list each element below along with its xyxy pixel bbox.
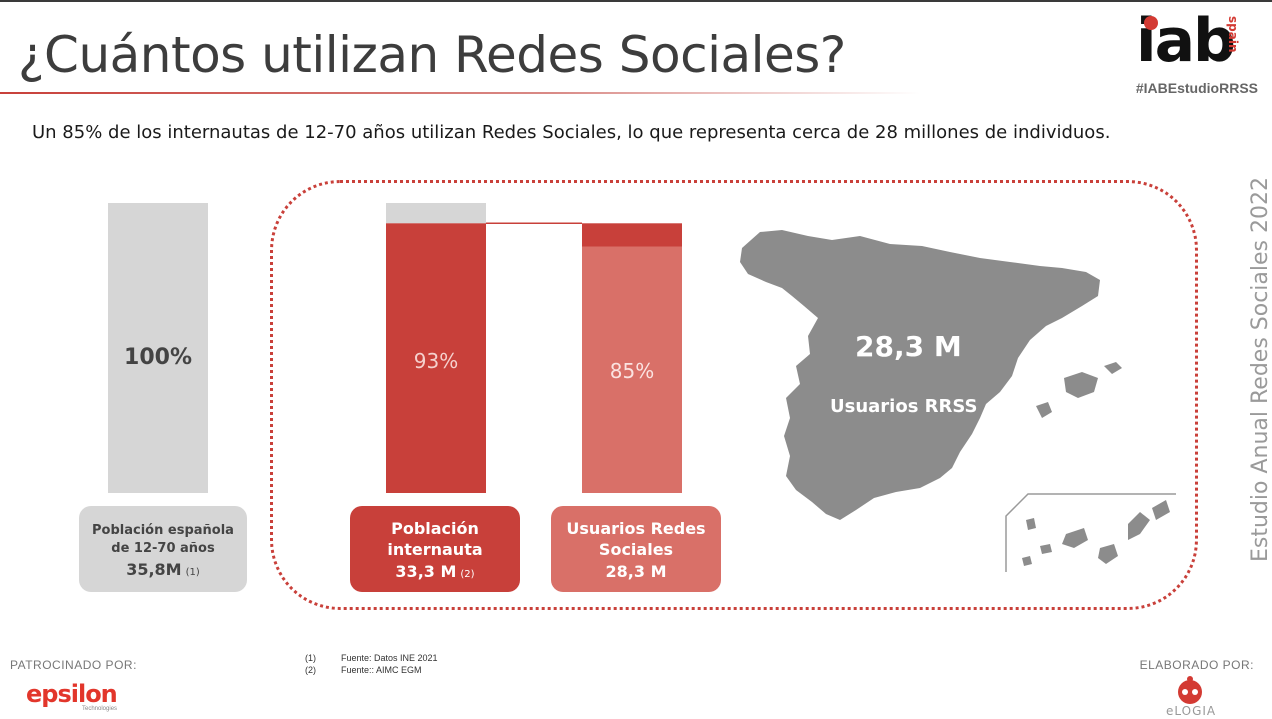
data-label-85: 85%	[610, 359, 654, 383]
epsilon-logo-sub: Technologies	[82, 706, 118, 712]
map-users-value: 28,3 M	[855, 330, 962, 363]
box-value: 28,3 M	[551, 562, 721, 581]
epsilon-logo: epsilon	[26, 680, 118, 708]
data-label-100: 100%	[124, 345, 192, 370]
spain-mainland-shape	[740, 230, 1100, 520]
footnote-1: (1) Fuente: Datos INE 2021	[305, 652, 438, 664]
canary-islands	[1022, 500, 1170, 566]
box-value-number: 35,8M	[126, 560, 182, 579]
balearic-menorca	[1104, 362, 1122, 374]
hashtag: #IABEstudioRRSS	[1135, 80, 1258, 96]
footnotes: (1) Fuente: Datos INE 2021 (2) Fuente:: AI…	[305, 652, 438, 676]
box-line2: de 12-70 años	[111, 541, 215, 556]
box-poblacion-internauta: Población internauta 33,3 M (2)	[350, 506, 520, 592]
spain-map	[740, 230, 1176, 572]
box-value: 33,3 M (2)	[350, 562, 520, 581]
box-line1: Población española	[92, 523, 234, 538]
footnote-text: Fuente: Datos INE 2021	[341, 653, 438, 663]
canary-inset-frame	[1005, 493, 1176, 572]
bar-poblacion-internauta	[386, 223, 486, 494]
iab-spain-logo: iab spain	[1136, 6, 1260, 82]
box-value: 35,8M (1)	[79, 560, 247, 579]
dotted-frame	[270, 180, 1198, 610]
sponsor-label: PATROCINADO POR:	[10, 658, 137, 672]
footnote-number: (1)	[305, 653, 316, 663]
box-line2: internauta	[387, 540, 483, 559]
box-poblacion-espanola: Población española de 12-70 años 35,8M (1…	[79, 506, 247, 592]
box-value-ref: (1)	[185, 567, 200, 578]
box-line1: Usuarios Redes	[566, 519, 706, 538]
elogia-robot-icon	[1178, 676, 1202, 704]
box-value-number: 33,3 M	[395, 562, 457, 581]
subtitle: Un 85% de los internautas de 12-70 años …	[32, 122, 1111, 143]
page-title: ¿Cuántos utilizan Redes Sociales?	[18, 26, 846, 84]
box-value-ref: (2)	[460, 569, 475, 580]
balearic-ibiza	[1036, 402, 1052, 418]
bar-usuarios-redes	[582, 246, 682, 493]
bars-group: 100% 93% 85%	[108, 203, 682, 494]
box-line2: Sociales	[598, 540, 674, 559]
footnote-2: (2) Fuente:: AIMC EGM	[305, 664, 438, 676]
bar-poblacion-espanola	[108, 203, 208, 493]
map-users-label: Usuarios RRSS	[830, 396, 978, 417]
box-usuarios-redes: Usuarios Redes Sociales 28,3 M	[551, 506, 721, 592]
logo-dot	[1144, 16, 1158, 30]
data-label-93: 93%	[414, 349, 458, 373]
made-by-label: ELABORADO POR:	[1139, 658, 1254, 672]
bar-poblacion-internauta-remainder	[386, 203, 486, 224]
top-border	[0, 0, 1272, 2]
footnote-number: (2)	[305, 665, 316, 675]
title-underline	[0, 92, 920, 94]
elogia-logo-text: eLOGIA	[1166, 704, 1217, 718]
box-line1: Población	[391, 519, 479, 538]
balearic-mallorca	[1064, 372, 1098, 398]
bar-usuarios-redes-remainder	[582, 223, 682, 247]
box-value-number: 28,3 M	[605, 562, 667, 581]
footnote-text: Fuente:: AIMC EGM	[341, 665, 422, 675]
